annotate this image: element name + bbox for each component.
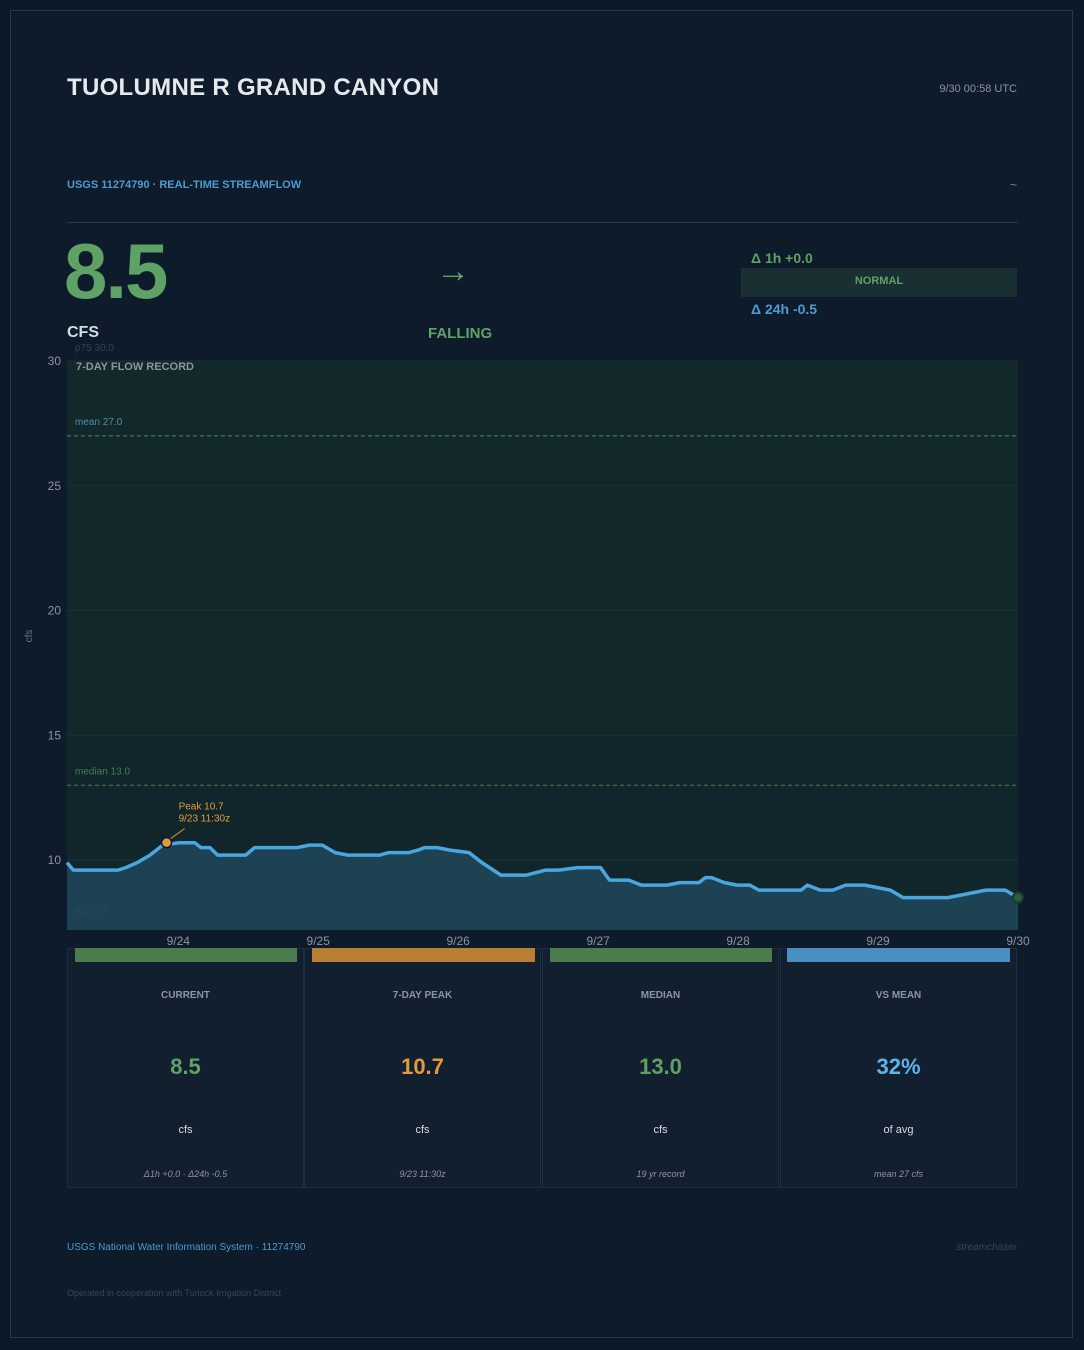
grid-lines <box>67 360 1018 861</box>
footer-brand: streamchaser <box>956 1242 1017 1253</box>
reference-lines: mean 27.0 median 13.0 <box>67 417 1018 786</box>
stat-card-median: MEDIAN 13.0 cfs 19 yr record <box>542 948 779 1188</box>
chart-title: 7-DAY FLOW RECORD <box>76 361 194 373</box>
stat-note: Δ1h +0.0 · Δ24h -0.5 <box>143 1169 228 1179</box>
reference-line-label: mean 27.0 <box>75 417 123 428</box>
stat-label: CURRENT <box>161 990 210 1001</box>
stat-label: MEDIAN <box>640 990 681 1001</box>
station-title: TUOLUMNE R GRAND CANYON <box>67 74 440 101</box>
stat-unit: cfs <box>178 1124 193 1136</box>
y-tick-label: 10 <box>48 853 62 867</box>
flow-chart: p75 30.0 7-DAY FLOW RECORD mean 27.0 medi… <box>24 343 1030 948</box>
y-axis-label: cfs <box>24 630 35 643</box>
p75-label: p75 30.0 <box>75 343 114 354</box>
tilde-icon: ~ <box>1009 178 1017 192</box>
y-axis-ticks: 10 15 20 25 30 <box>48 354 62 867</box>
stat-label: 7-DAY PEAK <box>392 990 453 1001</box>
trend-label: FALLING <box>428 325 493 342</box>
stat-label: VS MEAN <box>875 990 922 1001</box>
x-tick-label: 9/30 <box>1006 934 1030 948</box>
flow-line <box>65 840 1019 900</box>
stat-note: 19 yr record <box>636 1169 685 1179</box>
x-tick-label: 9/25 <box>307 934 331 948</box>
y-tick-label: 20 <box>48 604 62 618</box>
peak-label: Peak 10.7 <box>179 802 224 813</box>
stat-bar-current <box>75 948 297 962</box>
stat-note: mean 27 cfs <box>873 1169 924 1179</box>
chart-upper-band <box>67 361 1018 735</box>
station-subtitle: USGS 11274790 · REAL-TIME STREAMFLOW <box>67 179 302 191</box>
y-tick-label: 25 <box>48 479 62 493</box>
stat-value: 8.5 <box>170 1054 201 1079</box>
current-marker <box>1012 891 1024 904</box>
peak-leader-line <box>170 828 185 840</box>
delta-1h: Δ 1h +0.0 <box>751 250 813 266</box>
stat-card-vs-mean: VS MEAN 32% of avg mean 27 cfs <box>780 948 1017 1188</box>
y-tick-label: 30 <box>48 354 62 368</box>
stat-unit: cfs <box>415 1124 430 1136</box>
x-tick-label: 9/29 <box>866 934 890 948</box>
stat-value: 13.0 <box>639 1054 682 1079</box>
stat-bar-median <box>550 948 772 962</box>
x-tick-label: 9/28 <box>726 934 750 948</box>
flow-area <box>67 842 1018 930</box>
peak-marker <box>160 836 173 849</box>
stat-card-peak: 7-DAY PEAK 10.7 cfs 9/23 11:30z <box>304 948 541 1188</box>
current-flow-unit: CFS <box>67 324 99 341</box>
status-badge: NORMAL <box>741 268 1017 297</box>
y-tick-label: 15 <box>48 728 62 742</box>
stat-unit: of avg <box>883 1124 914 1136</box>
delta-24h: Δ 24h -0.5 <box>751 301 818 317</box>
x-tick-label: 9/24 <box>167 934 191 948</box>
x-axis-ticks: 9/24 9/25 9/26 9/27 9/28 9/29 9/30 <box>167 934 1030 948</box>
trend-arrow-icon: → <box>436 252 470 290</box>
x-tick-label: 9/27 <box>586 934 610 948</box>
stat-value: 10.7 <box>401 1054 444 1079</box>
header-divider <box>67 222 1018 223</box>
stat-note: 9/23 11:30z <box>399 1169 446 1179</box>
peak-time: 9/23 11:30z <box>179 814 231 825</box>
peak-annotation: Peak 10.7 9/23 11:30z <box>160 802 231 849</box>
p25-label: p25 7.4 <box>75 905 109 916</box>
stat-card-current: CURRENT 8.5 cfs Δ1h +0.0 · Δ24h -0.5 <box>67 948 304 1188</box>
stat-value: 32% <box>876 1054 921 1079</box>
footer-cooperation-note: Operated in cooperation with Turlock Irr… <box>67 1288 282 1298</box>
reference-line-label: median 13.0 <box>75 766 130 777</box>
stat-unit: cfs <box>653 1124 668 1136</box>
x-tick-label: 9/26 <box>446 934 470 948</box>
footer-source-link[interactable]: USGS National Water Information System ·… <box>67 1242 306 1253</box>
stat-bar-peak <box>312 948 535 962</box>
stat-bar-vs-mean <box>787 948 1010 962</box>
timestamp: 9/30 00:58 UTC <box>939 83 1017 95</box>
current-flow-value: 8.5 <box>64 227 168 315</box>
